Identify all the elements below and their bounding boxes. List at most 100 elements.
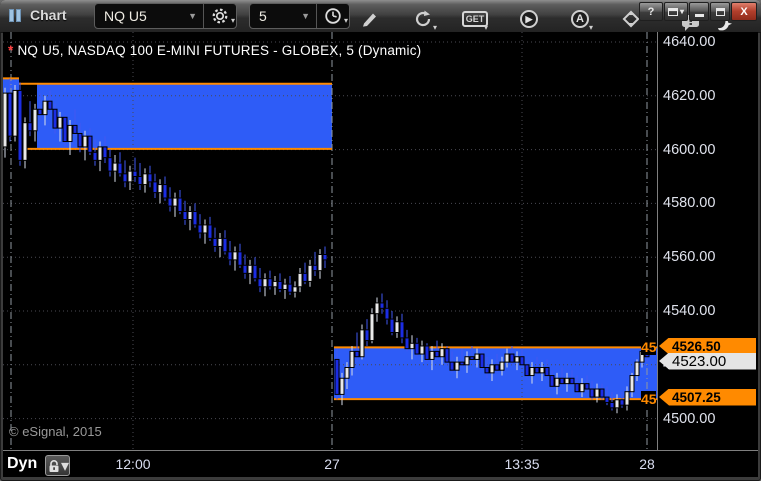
candle-down <box>424 345 430 360</box>
candle-down <box>484 366 490 374</box>
dynamic-mode-label: Dyn <box>7 455 38 472</box>
candle-down <box>162 184 168 199</box>
candle-up <box>272 280 278 288</box>
price-tick-label: 4580.00 <box>663 195 716 212</box>
price-axis[interactable]: 4640.00 4620.00 4600.00 4580.00 4560.00 4540.… <box>657 32 758 450</box>
candle-up <box>202 224 208 234</box>
candle-up <box>307 264 313 282</box>
minimize-icon <box>694 14 704 17</box>
help-button[interactable]: ? <box>639 2 663 21</box>
scale-lock-button[interactable]: ▾ <box>45 455 70 476</box>
candle-up <box>419 345 425 355</box>
candle-up <box>22 122 28 161</box>
symbol-input[interactable]: NQ U5 <box>104 8 147 24</box>
twitter-share-button[interactable] <box>713 12 741 38</box>
candle-down <box>404 337 410 350</box>
candle-down <box>287 283 293 293</box>
candle-up <box>474 353 480 360</box>
candle-up <box>292 286 298 293</box>
candle-down <box>237 251 243 266</box>
divider <box>203 4 204 28</box>
candle-up <box>394 321 400 334</box>
send-symbol-button[interactable] <box>617 6 645 32</box>
draw-tool-button[interactable] <box>356 6 384 32</box>
candle-down <box>267 278 273 288</box>
candle-up <box>297 272 303 288</box>
candle-down <box>322 254 328 261</box>
auto-button[interactable]: A ▾ <box>566 6 594 32</box>
candle-up <box>359 329 365 358</box>
time-labels: 12:00 27 13:35 28 <box>3 451 758 477</box>
reload-chart-button[interactable]: ▾ <box>410 6 438 32</box>
candle-down <box>589 388 595 398</box>
last-price-tag: 4523.00 <box>659 352 756 370</box>
chart-title-overlay: * NQ U5, NASDAQ 100 E-MINI FUTURES - GLOB… <box>8 43 421 58</box>
candle-down <box>312 264 318 272</box>
refresh-arrow-icon <box>415 10 431 27</box>
chart-plot-area[interactable]: * NQ U5, NASDAQ 100 E-MINI FUTURES - GLOB… <box>3 32 657 450</box>
candle-up <box>32 108 38 132</box>
candle-up <box>42 100 48 116</box>
candle-down <box>132 170 138 177</box>
candle-down <box>207 224 213 239</box>
candle-up <box>374 302 380 315</box>
mini-dropdown-arrow-icon: ▾ <box>230 16 235 25</box>
candle-up <box>247 264 253 274</box>
candle-up <box>529 366 535 377</box>
window-menu-button[interactable]: ▾ <box>664 2 688 21</box>
price-tick-label: 4560.00 <box>663 249 716 266</box>
candle-down <box>182 210 188 221</box>
candle-down <box>524 364 530 377</box>
unsaved-marker: * <box>8 43 14 58</box>
chart-title-text: NQ U5, NASDAQ 100 E-MINI FUTURES - GLOBE… <box>17 43 422 58</box>
candle-down <box>77 132 83 148</box>
maximize-button[interactable] <box>710 2 730 21</box>
price-tick-label: 4540.00 <box>663 303 716 319</box>
get-data-button[interactable]: GET ▾ <box>461 6 489 32</box>
candle-down <box>87 135 93 153</box>
candle-up <box>564 377 570 385</box>
candle-down <box>509 353 515 363</box>
candle-down <box>384 307 390 320</box>
candle-up <box>3 92 8 148</box>
candle-up <box>157 184 163 194</box>
close-button[interactable]: X <box>731 2 757 21</box>
price-tick-label: 4640.00 <box>663 34 716 50</box>
candle-up <box>57 116 63 129</box>
symbol-settings-button[interactable]: ▾ <box>204 7 236 25</box>
play-button[interactable]: ▶ <box>515 6 543 32</box>
interval-input[interactable]: 5 <box>259 8 267 24</box>
candle-up <box>369 313 375 342</box>
maximize-icon <box>715 7 725 16</box>
candle-up <box>187 210 193 221</box>
candle-up <box>142 173 148 186</box>
candle-up <box>624 391 630 406</box>
candle-down <box>569 377 575 385</box>
candle-down <box>252 264 258 280</box>
candle-down <box>107 157 113 172</box>
candle-up <box>539 366 545 374</box>
clock-icon <box>325 8 341 24</box>
time-tick-label: 12:00 <box>115 456 151 472</box>
candle-down <box>167 197 173 207</box>
candle-up <box>614 399 620 409</box>
candlestick-chart[interactable] <box>3 32 657 450</box>
interval-combo-group: 5 ▼ ▾ <box>249 3 350 29</box>
candle-down <box>72 124 78 134</box>
candle-down <box>399 321 405 339</box>
candle-up <box>554 377 560 387</box>
candle-up <box>282 283 288 290</box>
letter-a-icon: A <box>571 10 589 28</box>
candle-down <box>197 224 203 234</box>
candle-down <box>257 278 263 288</box>
time-axis-bar[interactable]: Dyn ▾ 12:00 27 13:35 28 <box>3 450 758 477</box>
diamond-arrows-icon <box>622 10 640 28</box>
minimize-button[interactable] <box>689 2 709 21</box>
interval-dropdown-arrow-icon[interactable]: ▼ <box>301 11 310 21</box>
candle-down <box>122 173 128 183</box>
candle-down <box>414 342 420 355</box>
interval-settings-button[interactable]: ▾ <box>317 7 349 25</box>
candle-down <box>434 350 440 358</box>
symbol-dropdown-arrow-icon[interactable]: ▼ <box>188 11 197 21</box>
